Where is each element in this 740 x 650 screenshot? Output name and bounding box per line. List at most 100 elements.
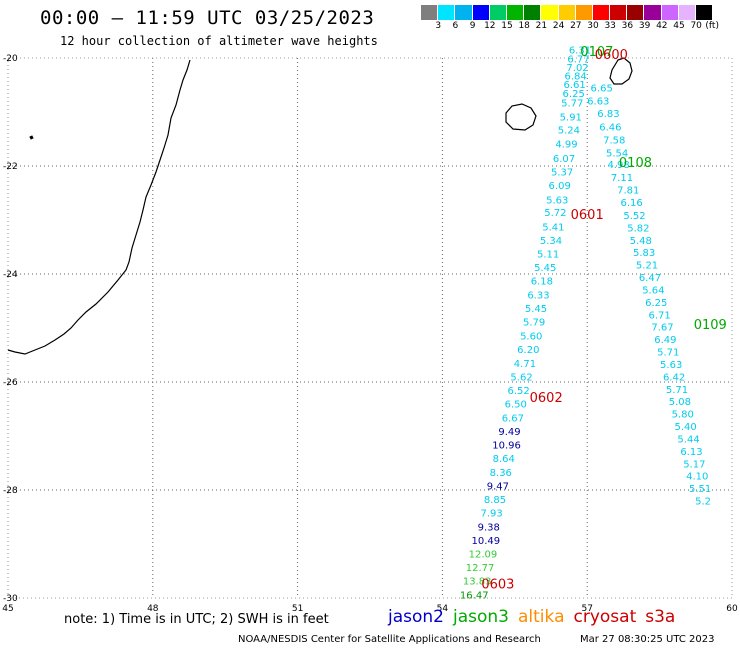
swh-value: 6.67 [502,413,524,424]
swh-value: 6.31 [569,46,591,57]
colorbar-label: 30 [587,21,599,31]
swh-value: 5.71 [666,385,688,396]
pass-id-label: 0107 [580,45,613,60]
colorbar-swatch [696,5,714,20]
colorbar-label: 21 [535,21,548,31]
swh-value: 6.13 [680,447,702,458]
colorbar-swatch [627,5,645,20]
colorbar-label: 27 [570,21,582,31]
swh-tracks: 6.316.777.026.846.616.255.775.915.244.99… [460,46,711,602]
swh-value: 8.36 [490,468,512,479]
colorbar-label: 6 [452,21,459,31]
swh-value: 9.38 [478,523,500,534]
swh-value: 6.42 [663,372,685,383]
pass-id-label: 0603 [481,577,514,592]
swh-value: 13.83 [463,577,492,588]
swh-value: 5.79 [523,317,545,328]
y-tick-label: -22 [3,162,18,172]
swh-value: 7.81 [617,186,639,197]
y-tick-label: -30 [3,594,18,604]
swh-value: 5.08 [669,397,691,408]
colorbar-label: 33 [604,21,616,31]
colorbar-swatch [421,5,439,20]
legend-item-jason3: jason3 [453,607,509,627]
footer-generated: Mar 27 08:30:25 UTC 2023 [580,634,715,645]
swh-value: 6.65 [591,83,613,94]
swh-value: 6.63 [587,96,609,107]
swh-value: 5.45 [525,304,547,315]
swh-value: 5.62 [510,372,532,383]
colorbar-label: 24 [552,21,565,31]
pass-id-label: 0602 [530,391,563,406]
colorbar-unit: (ft) [705,21,719,31]
colorbar-label: 36 [621,21,634,31]
swh-value: 5.91 [560,113,582,124]
swh-value: 6.61 [564,80,586,91]
swh-value: 5.80 [672,410,694,421]
pass-id-label: 0601 [571,208,604,223]
swh-value: 10.96 [492,440,521,451]
reunion-island [505,103,537,131]
colorbar-swatch [610,5,628,20]
y-tick-label: -20 [3,54,18,64]
colorbar-swatch [541,5,559,20]
swh-value: 5.60 [520,331,542,342]
footer-credit: NOAA/NESDIS Center for Satellite Applica… [238,634,541,645]
swh-value: 5.82 [627,223,649,234]
swh-value: 5.64 [642,285,664,296]
legend-item-altika: altika [518,607,565,627]
legend-item-cryosat: cryosat [573,607,637,627]
swh-value: 7.02 [566,63,588,74]
swh-value: 5.41 [542,222,564,233]
swh-value: 5.17 [683,459,705,470]
track-west: 6.316.777.026.846.616.255.77 5.91 5.24 4.99… [460,46,591,602]
colorbar-label: 18 [518,21,530,31]
swh-value: 5.24 [558,126,580,137]
pass-id-label: 0108 [619,156,652,171]
map-grid [7,57,733,599]
legend-item-s3a: s3a [645,607,676,627]
swh-value: 5.11 [537,249,559,260]
swh-value: 12.09 [469,550,498,561]
swh-value: 4.71 [514,359,536,370]
swh-value: 6.83 [597,109,619,120]
swh-value: 9.47 [487,481,509,492]
swh-value: 7.11 [611,173,633,184]
x-tick-label: 45 [2,604,13,614]
swh-value: 4.98 [607,160,629,171]
colorbar-label: 70 [690,21,702,31]
swh-value: 5.52 [623,211,645,222]
colorbar-label: 39 [638,21,651,31]
swh-value: 5.83 [633,248,655,259]
swh-value: 5.77 [561,99,583,110]
swh-value: 5.63 [546,195,568,206]
mauritius-island [609,57,633,85]
colorbar-swatch [592,5,611,20]
swh-value: 5.21 [636,261,658,272]
pass-id-label: 0600 [595,48,628,63]
swh-value: 8.64 [493,454,515,465]
colorbar-swatch [524,5,542,20]
swh-value: 5.71 [657,348,679,359]
swh-value: 7.58 [603,135,625,146]
swh-value: 5.45 [534,263,556,274]
swh-value: 5.63 [660,360,682,371]
colorbar-label: 9 [469,21,476,31]
colorbar-swatch [506,5,525,20]
colorbar-swatch [472,5,490,20]
swh-value: 4.99 [555,140,577,151]
colorbar [421,5,714,20]
swh-value: 12.77 [466,563,495,574]
colorbar-label: 42 [656,21,668,31]
x-tick-label: 48 [147,604,159,614]
page-title: 00:00 – 11:59 UTC 03/25/2023 [40,7,375,29]
x-tick-label: 57 [581,604,592,614]
swh-value: 6.25 [563,89,585,100]
swh-value: 6.47 [639,273,661,284]
swh-value: 5.72 [544,208,566,219]
swh-value: 6.07 [553,154,575,165]
swh-value: 4.10 [686,472,708,483]
swh-value: 9.49 [498,427,520,438]
swh-value: 5.48 [630,236,652,247]
